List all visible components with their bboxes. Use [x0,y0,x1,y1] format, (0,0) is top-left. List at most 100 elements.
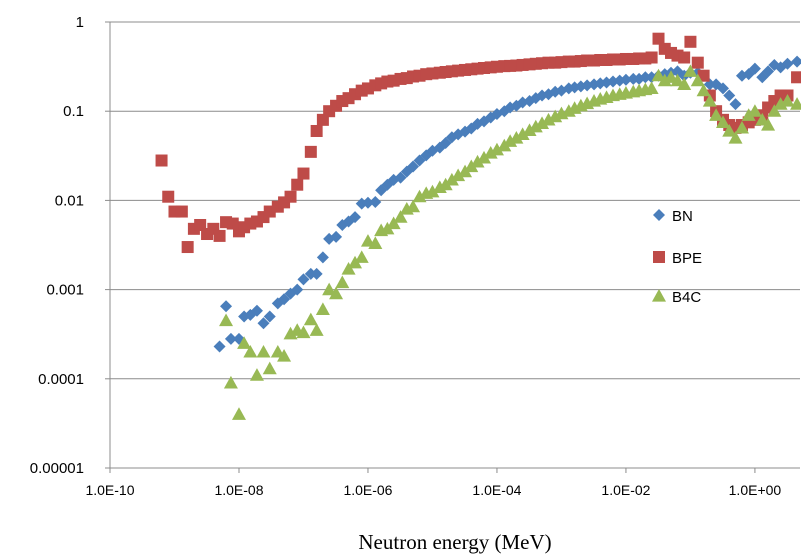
data-point-bn [781,57,794,70]
data-point-bn [639,71,652,84]
series-bpe [155,32,801,254]
data-point-bpe [310,124,323,137]
y-tick-label: 0.001 [46,282,84,299]
data-point-bn [263,310,276,323]
data-point-b4c [348,255,363,269]
data-point-b4c [657,73,672,87]
data-point-bpe [588,54,601,67]
x-axis-tick-labels: 1.0E-10 1.0E-08 1.0E-06 1.0E-04 1.0E-02 1.0E+… [85,482,781,498]
data-point-bpe [791,71,801,84]
x-tick-label: 1.0E-04 [472,482,521,498]
data-point-bpe [510,59,523,72]
data-point-bpe [619,52,632,65]
data-point-b4c [702,94,717,107]
data-point-b4c [761,118,776,131]
data-point-b4c [515,127,530,140]
legend-label-b4c: B4C [672,289,701,306]
data-point-b4c [734,120,749,134]
y-tick-label: 0.1 [63,103,84,120]
data-point-b4c [386,216,401,230]
data-point-bn [278,293,291,306]
data-point-bpe [581,54,594,67]
data-point-b4c [722,123,737,137]
data-point-bpe [697,69,710,82]
data-point-b4c [780,94,795,107]
data-point-bpe [175,205,188,218]
data-point-bpe [555,56,568,69]
data-point-bn [369,195,382,208]
data-point-b4c [741,108,756,121]
data-point-b4c [322,282,337,296]
series-b4c [219,64,801,420]
data-point-bn [394,171,407,184]
data-point-bpe [297,167,310,180]
data-point-bn [291,283,304,296]
data-point-b4c [509,131,524,144]
data-point-bpe [284,190,297,203]
legend-label-bpe: BPE [672,250,702,267]
data-point-bn [220,300,233,313]
data-point-b4c [303,312,318,326]
y-tick-label: 0.00001 [30,460,84,477]
data-point-b4c [425,184,440,198]
data-point-bn [407,160,420,173]
data-point-b4c [690,73,705,87]
data-point-b4c [231,407,246,420]
legend-marker-b4c [652,289,666,302]
data-point-b4c [262,361,277,375]
data-point-b4c [223,375,238,389]
data-point-b4c [219,313,234,327]
data-point-b4c [296,325,311,339]
data-point-bpe [194,218,207,231]
data-point-bn [748,62,761,75]
data-point-b4c [483,145,498,159]
data-point-bn [250,304,263,317]
data-point-bpe [542,56,555,69]
data-point-bpe [162,190,175,203]
data-point-bpe [678,51,691,64]
data-point-b4c [438,177,453,191]
data-point-b4c [651,68,666,82]
data-point-bpe [213,229,226,242]
data-point-b4c [354,250,369,263]
data-point-b4c [767,104,782,117]
data-point-bpe [250,215,263,228]
data-point-b4c [393,210,408,223]
legend-marker-bn [653,209,665,221]
x-tick-label: 1.0E-02 [601,482,650,498]
data-point-b4c [696,83,711,97]
data-point-b4c [309,323,324,336]
x-tick-label: 1.0E-06 [343,482,392,498]
data-point-b4c [644,81,659,95]
data-point-b4c [477,150,492,164]
data-point-bpe [155,154,168,167]
data-point-bn [723,89,736,102]
y-axis-tick-labels: 1 0.1 0.01 0.001 0.0001 0.00001 [30,14,84,477]
data-point-bn [762,65,775,78]
data-point-b4c [451,168,466,182]
data-point-b4c [237,336,252,349]
data-point-bpe [536,57,549,70]
data-point-bn [791,55,801,68]
data-point-bpe [691,56,704,69]
data-point-b4c [249,368,264,381]
data-point-b4c [412,189,427,203]
data-point-bpe [574,55,587,68]
data-point-bn [504,101,517,114]
x-tick-label: 1.0E-10 [85,482,134,498]
data-point-b4c [470,154,485,168]
data-point-bpe [729,121,742,134]
data-point-bn [316,251,329,264]
x-tick-label: 1.0E+00 [729,482,782,498]
data-point-b4c [283,326,298,340]
data-point-b4c [315,302,330,315]
data-point-b4c [535,116,550,129]
data-point-bn [224,332,237,345]
data-point-bn [310,267,323,280]
data-point-bn [349,211,362,224]
data-point-b4c [709,108,724,121]
grid-lines [110,21,800,380]
data-point-b4c [728,131,743,144]
data-point-b4c [747,104,762,117]
